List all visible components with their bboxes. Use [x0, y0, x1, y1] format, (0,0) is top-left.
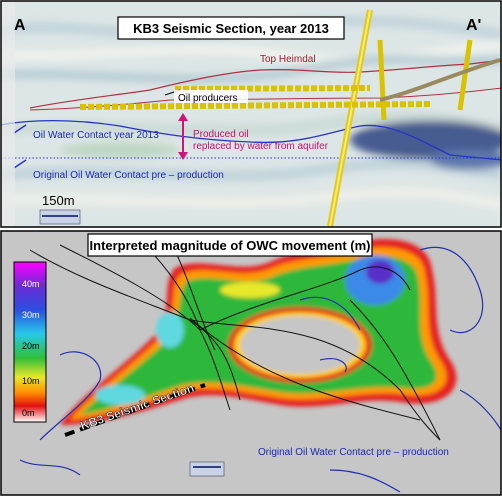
- decoration: [39, 351, 102, 441]
- map-panel: [1, 231, 501, 495]
- decoration: [156, 312, 184, 348]
- title-box: [87, 233, 373, 257]
- decoration: [189, 317, 421, 421]
- decoration: [379, 58, 501, 102]
- decoration: [1, 1, 15, 227]
- decoration: [79, 101, 431, 110]
- arrow: [13, 124, 27, 134]
- decoration: [189, 319, 441, 441]
- decoration: [457, 39, 473, 111]
- decoration: [366, 260, 394, 284]
- decoration: [419, 246, 484, 334]
- decoration: [299, 296, 361, 331]
- colorbar-label: 30m: [22, 310, 40, 320]
- section-end-label: A': [466, 17, 481, 34]
- bottom-title: Interpreted magnitude of OWC movement (m…: [90, 238, 371, 253]
- colorbar-label: 0m: [22, 408, 35, 418]
- decoration: [174, 85, 371, 92]
- decoration: [240, 316, 360, 374]
- decoration: [178, 152, 188, 160]
- decoration: [459, 389, 501, 431]
- decoration: [178, 113, 188, 121]
- decoration: [319, 358, 347, 373]
- decoration: [199, 266, 411, 331]
- colorbar-label: 40m: [22, 279, 40, 289]
- colorbar: [13, 261, 47, 423]
- decoration: [0, 230, 502, 496]
- oil-producers-label: Oil producers: [178, 93, 237, 104]
- decoration: [1, 55, 501, 84]
- decoration: [174, 90, 248, 103]
- title-box: [117, 16, 345, 40]
- owc-original-label: Original Oil Water Contact pre – product…: [33, 170, 224, 181]
- scale-bar: [189, 461, 225, 477]
- contours: [19, 246, 501, 493]
- owc-movement-map: [60, 239, 457, 425]
- decoration: [0, 0, 502, 228]
- section-line: [64, 383, 206, 437]
- decoration: [59, 244, 231, 411]
- colorbar-labels: 40m 30m 20m 10m 0m: [22, 279, 40, 418]
- arrow: [13, 159, 27, 169]
- decoration: [1, 187, 501, 210]
- decoration: [329, 9, 371, 227]
- decoration: [220, 282, 280, 298]
- decoration: [60, 142, 180, 158]
- produced-oil-label: replaced by water from aquifer: [193, 141, 329, 152]
- owc-original-label: Original Oil Water Contact pre – product…: [258, 447, 449, 458]
- produced-oil-label: Produced oil: [193, 129, 249, 140]
- owc-2013-label: Oil Water Contact year 2013: [33, 130, 159, 141]
- colorbar-label: 10m: [22, 376, 40, 386]
- top-heimdal-label: Top Heimdal: [260, 54, 316, 65]
- decoration: [430, 150, 501, 170]
- decoration: [329, 469, 401, 493]
- displacement-arrow: [178, 113, 188, 160]
- decoration: [19, 459, 81, 476]
- decoration: [1, 111, 501, 137]
- wells: [79, 9, 501, 227]
- decoration: [349, 299, 441, 441]
- decoration: [1, 15, 501, 210]
- decoration: [29, 249, 241, 401]
- section-start-label: A: [14, 17, 26, 34]
- decoration: [1, 40, 501, 65]
- decoration: [350, 120, 501, 160]
- well-paths: [29, 239, 441, 441]
- decoration: [377, 39, 387, 121]
- decoration: [95, 385, 145, 405]
- colorbar-label: 20m: [22, 341, 40, 351]
- scale-label: 150m: [42, 193, 75, 208]
- top-heimdal-line: [29, 59, 501, 109]
- top-title: KB3 Seismic Section, year 2013: [133, 21, 329, 36]
- owc-2013-line: [1, 119, 501, 161]
